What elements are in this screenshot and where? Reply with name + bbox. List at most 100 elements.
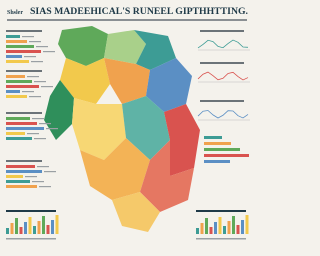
bar <box>204 136 222 139</box>
title: SIAS MADEEHICAL'S RUNEEL GIPTHHTTING. <box>30 7 248 17</box>
column <box>46 225 50 234</box>
bar-text <box>32 118 44 120</box>
panel-heading <box>196 210 246 212</box>
region <box>112 192 160 232</box>
infographic: Shsler SIAS MADEEHICAL'S RUNEEL GIPTHHTT… <box>6 7 250 240</box>
bar-text <box>24 56 36 58</box>
bar-text <box>36 46 48 48</box>
caption <box>6 238 56 240</box>
subtitle-line <box>7 19 247 21</box>
bar <box>6 132 25 135</box>
bar <box>6 122 37 125</box>
bar-text <box>39 186 51 188</box>
panel-heading <box>6 70 42 72</box>
bar <box>204 160 230 163</box>
column <box>200 223 204 234</box>
bar-text <box>31 61 43 63</box>
region <box>80 138 150 200</box>
bar <box>6 175 23 178</box>
column <box>205 218 208 234</box>
bar <box>6 85 39 88</box>
bar-text <box>34 81 46 83</box>
region <box>146 58 192 112</box>
bar-text <box>43 51 55 53</box>
column <box>55 215 59 234</box>
bar <box>6 170 42 173</box>
bar <box>204 154 249 157</box>
bar-text <box>37 166 49 168</box>
bar <box>6 45 34 48</box>
column <box>24 222 27 234</box>
bar-text <box>29 96 41 98</box>
column <box>10 223 14 234</box>
bar-text <box>25 176 37 178</box>
region <box>140 140 194 212</box>
column <box>223 226 226 234</box>
bar <box>6 127 44 130</box>
bar-text <box>34 138 46 140</box>
line <box>197 39 249 49</box>
bar-text <box>46 128 58 130</box>
bar <box>204 142 231 145</box>
region <box>60 58 110 104</box>
panel-heading <box>200 62 244 64</box>
bar <box>6 117 30 120</box>
column <box>15 218 18 234</box>
column <box>218 217 222 234</box>
bar <box>6 95 27 98</box>
column <box>227 221 231 234</box>
bar <box>6 165 35 168</box>
bar <box>6 90 20 93</box>
panel-heading <box>200 30 244 32</box>
bar-text <box>32 181 44 183</box>
bar <box>6 137 32 140</box>
bar-text <box>39 123 51 125</box>
region <box>58 26 108 66</box>
panel-heading <box>6 160 42 162</box>
bar-text <box>27 76 39 78</box>
bar-text <box>41 86 53 88</box>
column <box>6 228 9 234</box>
line <box>197 110 249 119</box>
bar <box>6 75 25 78</box>
panels <box>6 19 250 240</box>
region <box>134 30 176 70</box>
bar-text <box>27 133 39 135</box>
bar-text <box>29 41 41 43</box>
bar <box>6 35 20 38</box>
panel-heading <box>200 100 244 102</box>
bar <box>6 185 37 188</box>
column <box>33 226 36 234</box>
bar <box>6 50 41 53</box>
column <box>42 216 45 234</box>
column <box>196 228 199 234</box>
region <box>72 98 126 160</box>
region <box>122 96 170 160</box>
map <box>44 26 200 232</box>
column <box>51 220 54 234</box>
panel-heading <box>6 210 56 212</box>
bar <box>6 55 22 58</box>
caption <box>196 238 246 240</box>
region <box>164 104 200 176</box>
column <box>241 220 244 234</box>
bar <box>6 60 29 63</box>
bar <box>6 80 32 83</box>
bar <box>6 180 30 183</box>
line <box>197 71 249 81</box>
column <box>19 227 23 234</box>
column <box>209 227 213 234</box>
bar <box>204 148 240 151</box>
panel-heading <box>6 30 42 32</box>
column <box>214 222 217 234</box>
bar-text <box>22 36 34 38</box>
column <box>245 215 249 234</box>
bar <box>6 40 27 43</box>
region <box>104 58 150 104</box>
column <box>232 216 235 234</box>
column <box>37 221 41 234</box>
bar-text <box>44 171 56 173</box>
column <box>28 217 32 234</box>
column <box>236 225 240 234</box>
